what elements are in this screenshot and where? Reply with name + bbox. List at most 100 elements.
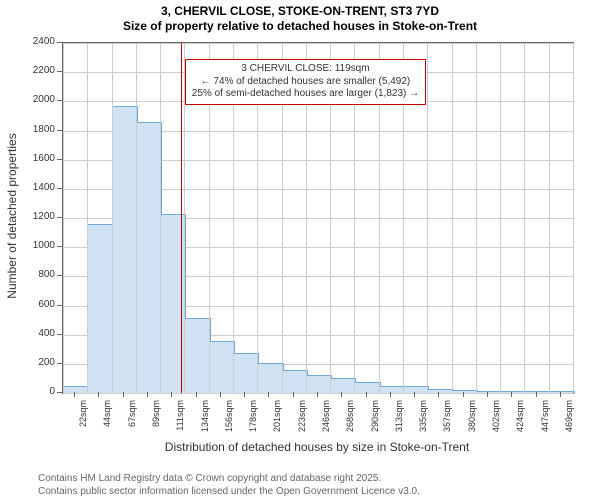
bar [282, 370, 308, 393]
bar [452, 390, 478, 393]
x-tick-label: 67sqm [127, 400, 137, 450]
title-block: 3, CHERVIL CLOSE, STOKE-ON-TRENT, ST3 7Y… [0, 4, 600, 34]
y-tick-label: 400 [17, 328, 55, 339]
x-tick [317, 392, 318, 397]
x-tick-label: 469sqm [564, 400, 574, 450]
x-tick [244, 392, 245, 397]
x-tick-label: 201sqm [272, 400, 282, 450]
x-tick [171, 392, 172, 397]
y-tick-label: 200 [17, 357, 55, 368]
gridline-v [160, 43, 161, 393]
x-tick [390, 392, 391, 397]
footer-line1: Contains HM Land Registry data © Crown c… [38, 473, 381, 484]
annotation-box: 3 CHERVIL CLOSE: 119sqm← 74% of detached… [185, 59, 426, 105]
gridline-v [549, 43, 550, 393]
gridline-v [524, 43, 525, 393]
x-tick [511, 392, 512, 397]
x-tick [74, 392, 75, 397]
x-tick [98, 392, 99, 397]
bar [112, 106, 138, 393]
bar [500, 391, 526, 393]
x-tick-label: 424sqm [515, 400, 525, 450]
gridline-v [87, 43, 88, 393]
bar [233, 353, 259, 393]
x-tick-label: 178sqm [248, 400, 258, 450]
x-tick-label: 357sqm [442, 400, 452, 450]
y-tick-label: 800 [17, 269, 55, 280]
y-tick-label: 1800 [17, 124, 55, 135]
y-tick-label: 2200 [17, 65, 55, 76]
x-tick [123, 392, 124, 397]
y-tick-label: 1600 [17, 153, 55, 164]
bar [306, 375, 332, 394]
x-tick [560, 392, 561, 397]
x-tick-label: 223sqm [297, 400, 307, 450]
x-tick [463, 392, 464, 397]
y-tick [57, 42, 62, 43]
title-line1: 3, CHERVIL CLOSE, STOKE-ON-TRENT, ST3 7Y… [0, 4, 600, 19]
x-tick-label: 44sqm [102, 400, 112, 450]
bar [524, 391, 550, 393]
y-tick [57, 130, 62, 131]
x-tick-label: 335sqm [418, 400, 428, 450]
x-tick [196, 392, 197, 397]
x-tick [487, 392, 488, 397]
gridline-v [500, 43, 501, 393]
x-tick-label: 22sqm [78, 400, 88, 450]
bar [160, 214, 186, 393]
y-tick-label: 0 [17, 386, 55, 397]
y-tick [57, 217, 62, 218]
y-tick-label: 1400 [17, 182, 55, 193]
x-tick-label: 447sqm [540, 400, 550, 450]
bar [209, 341, 235, 393]
bar [427, 389, 453, 393]
bar [87, 224, 113, 393]
gridline-v [427, 43, 428, 393]
y-tick [57, 334, 62, 335]
x-tick-label: 246sqm [321, 400, 331, 450]
y-tick [57, 159, 62, 160]
reference-line [181, 43, 182, 393]
x-tick [438, 392, 439, 397]
y-tick-label: 1200 [17, 211, 55, 222]
x-tick [268, 392, 269, 397]
title-line2: Size of property relative to detached ho… [0, 19, 600, 34]
annotation-line: ← 74% of detached houses are smaller (5,… [192, 76, 419, 89]
x-tick [414, 392, 415, 397]
plot-area: 3 CHERVIL CLOSE: 119sqm← 74% of detached… [62, 42, 574, 394]
y-tick [57, 275, 62, 276]
bar [403, 386, 429, 393]
x-tick [536, 392, 537, 397]
x-tick-label: 111sqm [175, 400, 185, 450]
annotation-line: 3 CHERVIL CLOSE: 119sqm [192, 63, 419, 76]
gridline [63, 393, 573, 394]
gridline-v [476, 43, 477, 393]
bar [257, 363, 283, 393]
bar [184, 318, 210, 393]
bar [330, 378, 356, 393]
gridline-v [452, 43, 453, 393]
bar [476, 391, 502, 393]
y-tick [57, 392, 62, 393]
x-tick-label: 290sqm [370, 400, 380, 450]
y-tick-label: 1000 [17, 240, 55, 251]
x-tick-label: 89sqm [151, 400, 161, 450]
y-tick-label: 600 [17, 299, 55, 310]
gridline-v [573, 43, 574, 393]
x-tick-label: 156sqm [224, 400, 234, 450]
y-tick-label: 2400 [17, 36, 55, 47]
annotation-line: 25% of semi-detached houses are larger (… [192, 88, 419, 101]
y-tick [57, 246, 62, 247]
gridline-v [63, 43, 64, 393]
gridline-v [136, 43, 137, 393]
y-tick [57, 363, 62, 364]
y-tick-label: 2000 [17, 94, 55, 105]
x-tick [341, 392, 342, 397]
bar [63, 386, 89, 393]
bar [549, 391, 575, 393]
y-tick [57, 305, 62, 306]
y-tick [57, 188, 62, 189]
bar [379, 386, 405, 393]
footer-line2: Contains public sector information licen… [38, 486, 420, 497]
x-tick [147, 392, 148, 397]
